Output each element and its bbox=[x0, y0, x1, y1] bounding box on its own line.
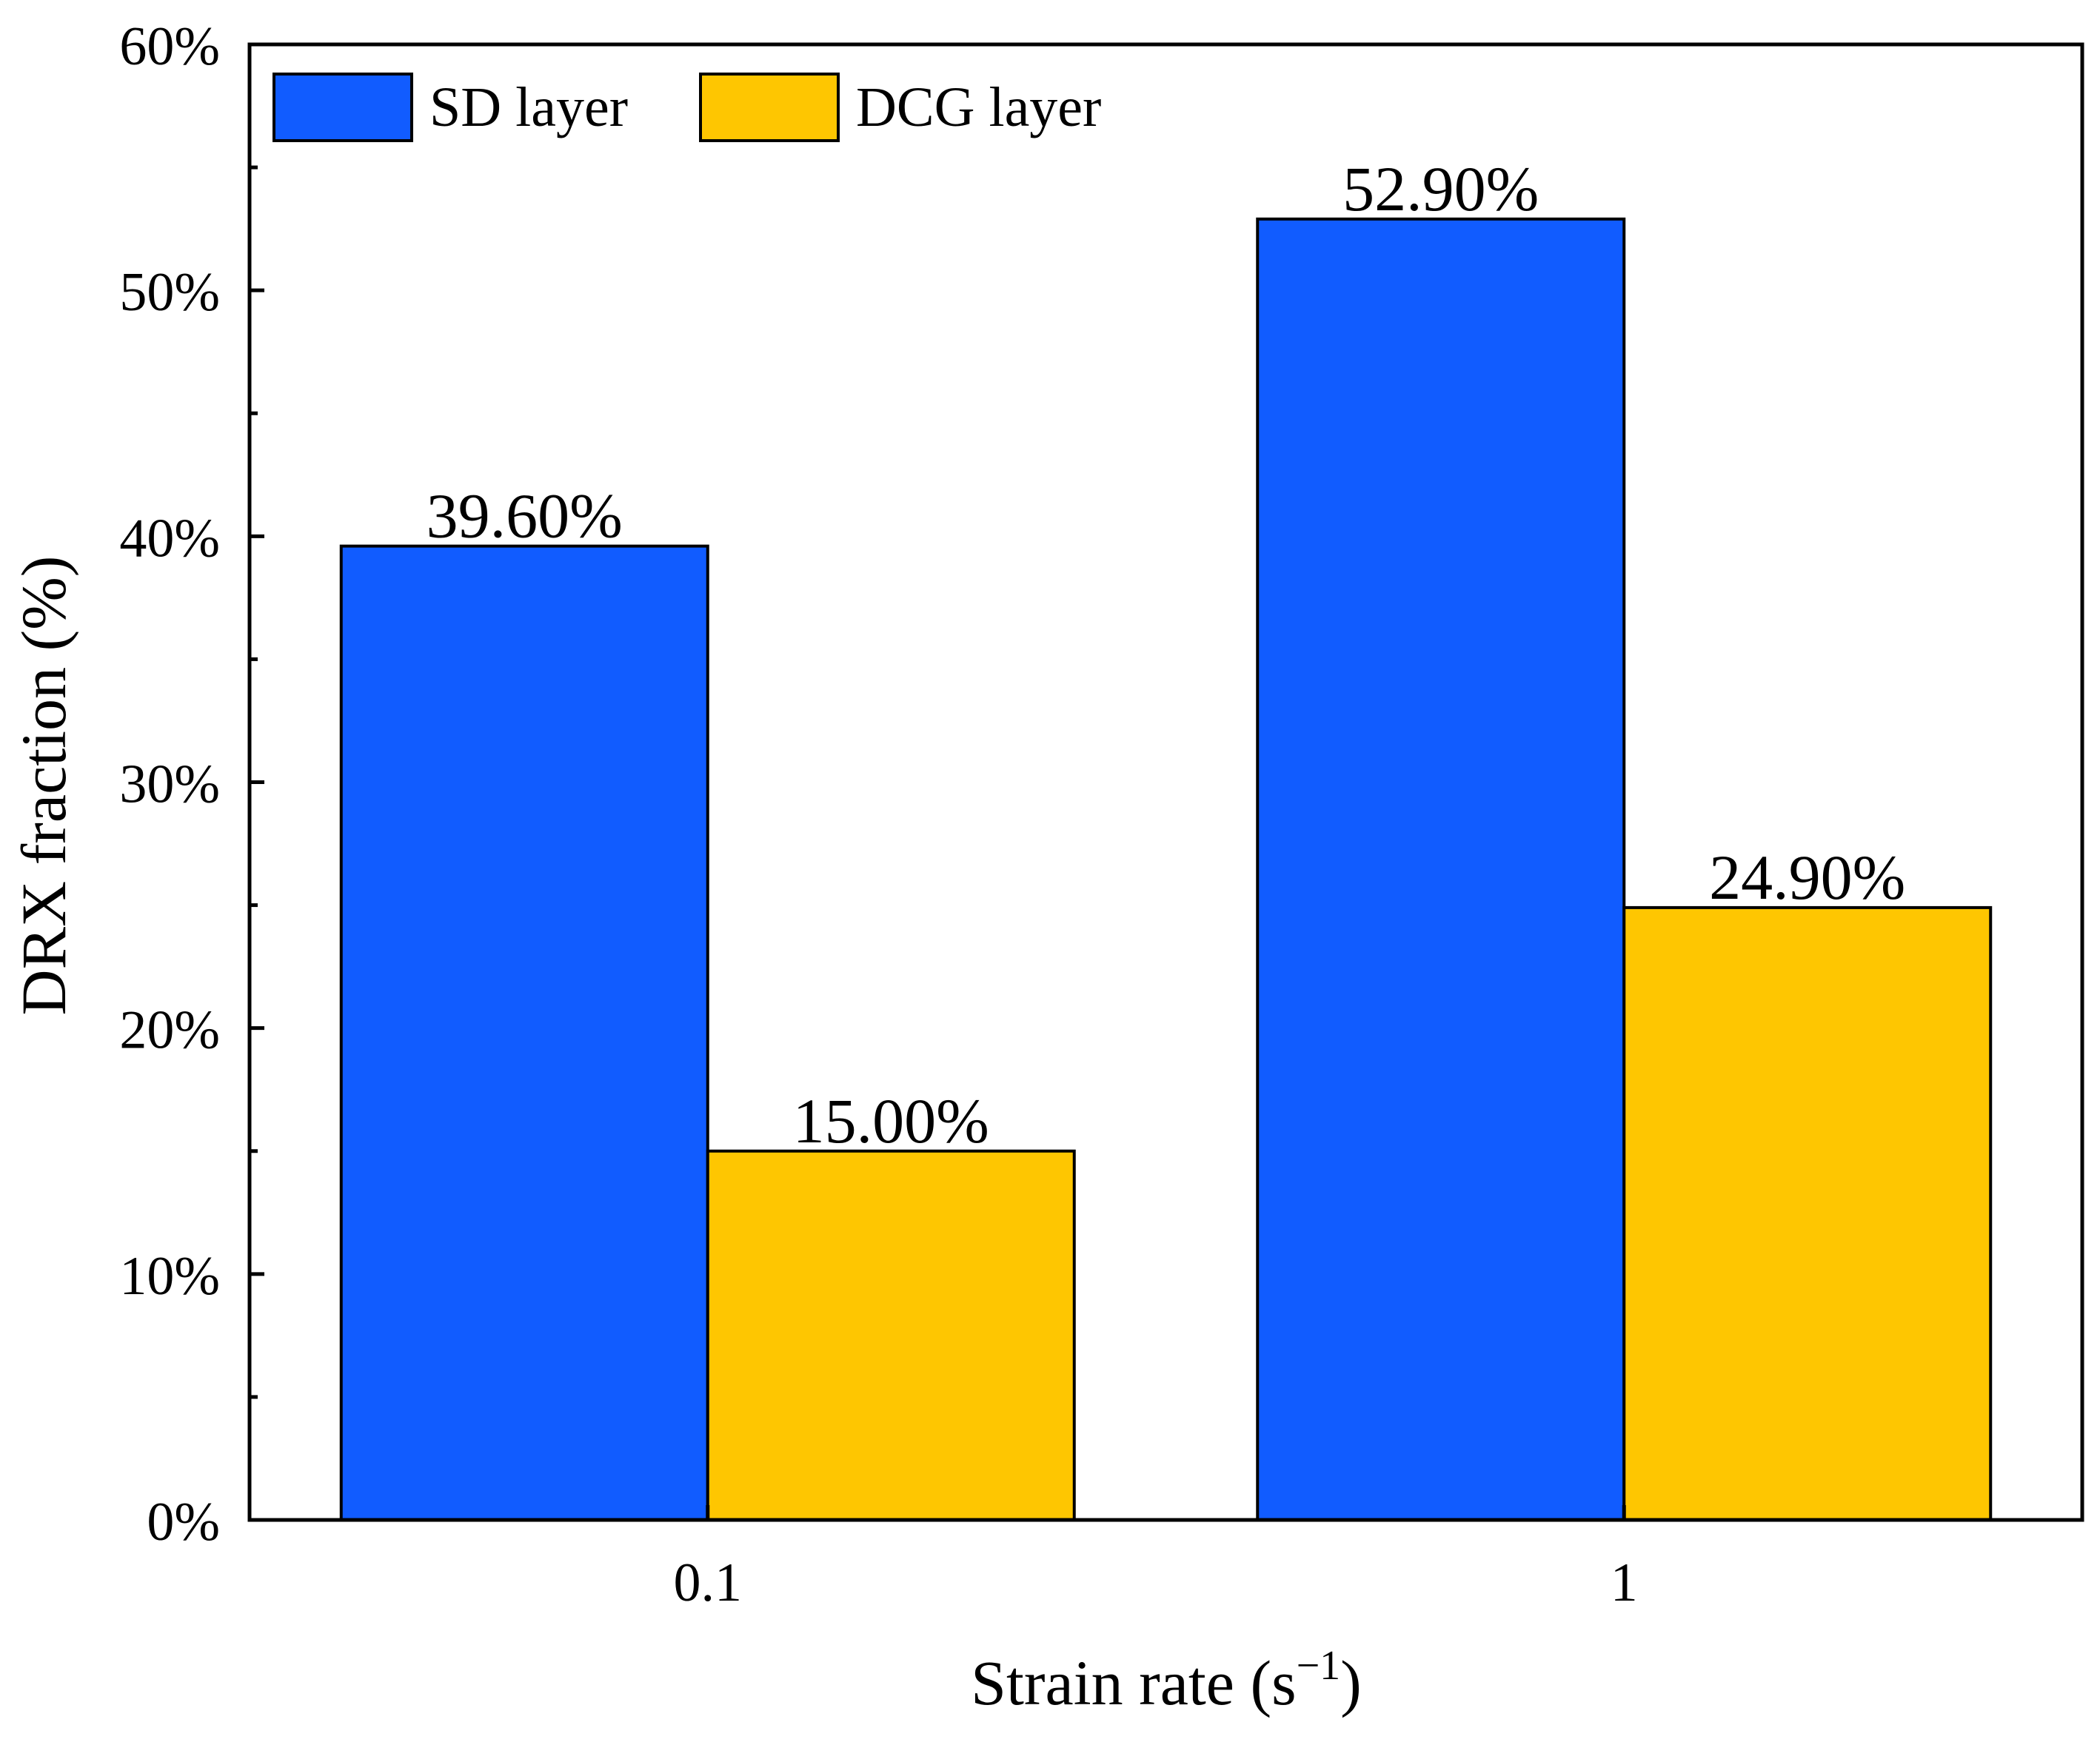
x-tick-label: 1 bbox=[1611, 1553, 1638, 1613]
bar-value-label: 52.90% bbox=[1342, 153, 1539, 224]
bars-group bbox=[339, 217, 1993, 1521]
bar-value-label: 15.00% bbox=[793, 1085, 989, 1156]
y-tick-label: 60% bbox=[119, 16, 220, 77]
y-tick-label: 20% bbox=[119, 1000, 220, 1061]
x-axis-title-superscript: −1 bbox=[1297, 1643, 1341, 1689]
x-axis-title-main: Strain rate (s bbox=[971, 1647, 1296, 1718]
y-tick-label: 50% bbox=[119, 262, 220, 323]
x-axis-title-close: ) bbox=[1340, 1647, 1362, 1718]
y-tick-label: 0% bbox=[147, 1492, 220, 1553]
y-tick-label: 40% bbox=[119, 508, 220, 569]
y-tick-label: 30% bbox=[119, 754, 220, 815]
bar-sd-1 bbox=[1256, 217, 1626, 1521]
y-axis: 0% 10% 20% 30% 40% 50% 60% bbox=[119, 16, 264, 1553]
y-tick-label: 10% bbox=[119, 1246, 220, 1307]
y-axis-title: DRX fraction (%) bbox=[8, 556, 79, 1016]
bar-dcg-1 bbox=[1622, 905, 1993, 1521]
legend-swatch-sd bbox=[272, 73, 413, 142]
legend: SD layer DCG layer bbox=[272, 73, 1101, 142]
legend-label-sd: SD layer bbox=[429, 76, 628, 138]
legend-label-dcg: DCG layer bbox=[856, 76, 1101, 138]
bar-labels-group: 39.60% 15.00% 52.90% 24.90% bbox=[427, 153, 1906, 1156]
bar-dcg-0 bbox=[706, 1149, 1076, 1521]
bar-value-label: 39.60% bbox=[427, 480, 623, 552]
x-axis: 0.1 1 bbox=[674, 1505, 1638, 1613]
x-axis-title: Strain rate (s−1) bbox=[971, 1643, 1362, 1718]
bar-value-label: 24.90% bbox=[1709, 842, 1905, 913]
bar-sd-0 bbox=[339, 544, 709, 1521]
legend-swatch-dcg bbox=[699, 73, 840, 142]
x-tick-label: 0.1 bbox=[674, 1553, 743, 1613]
